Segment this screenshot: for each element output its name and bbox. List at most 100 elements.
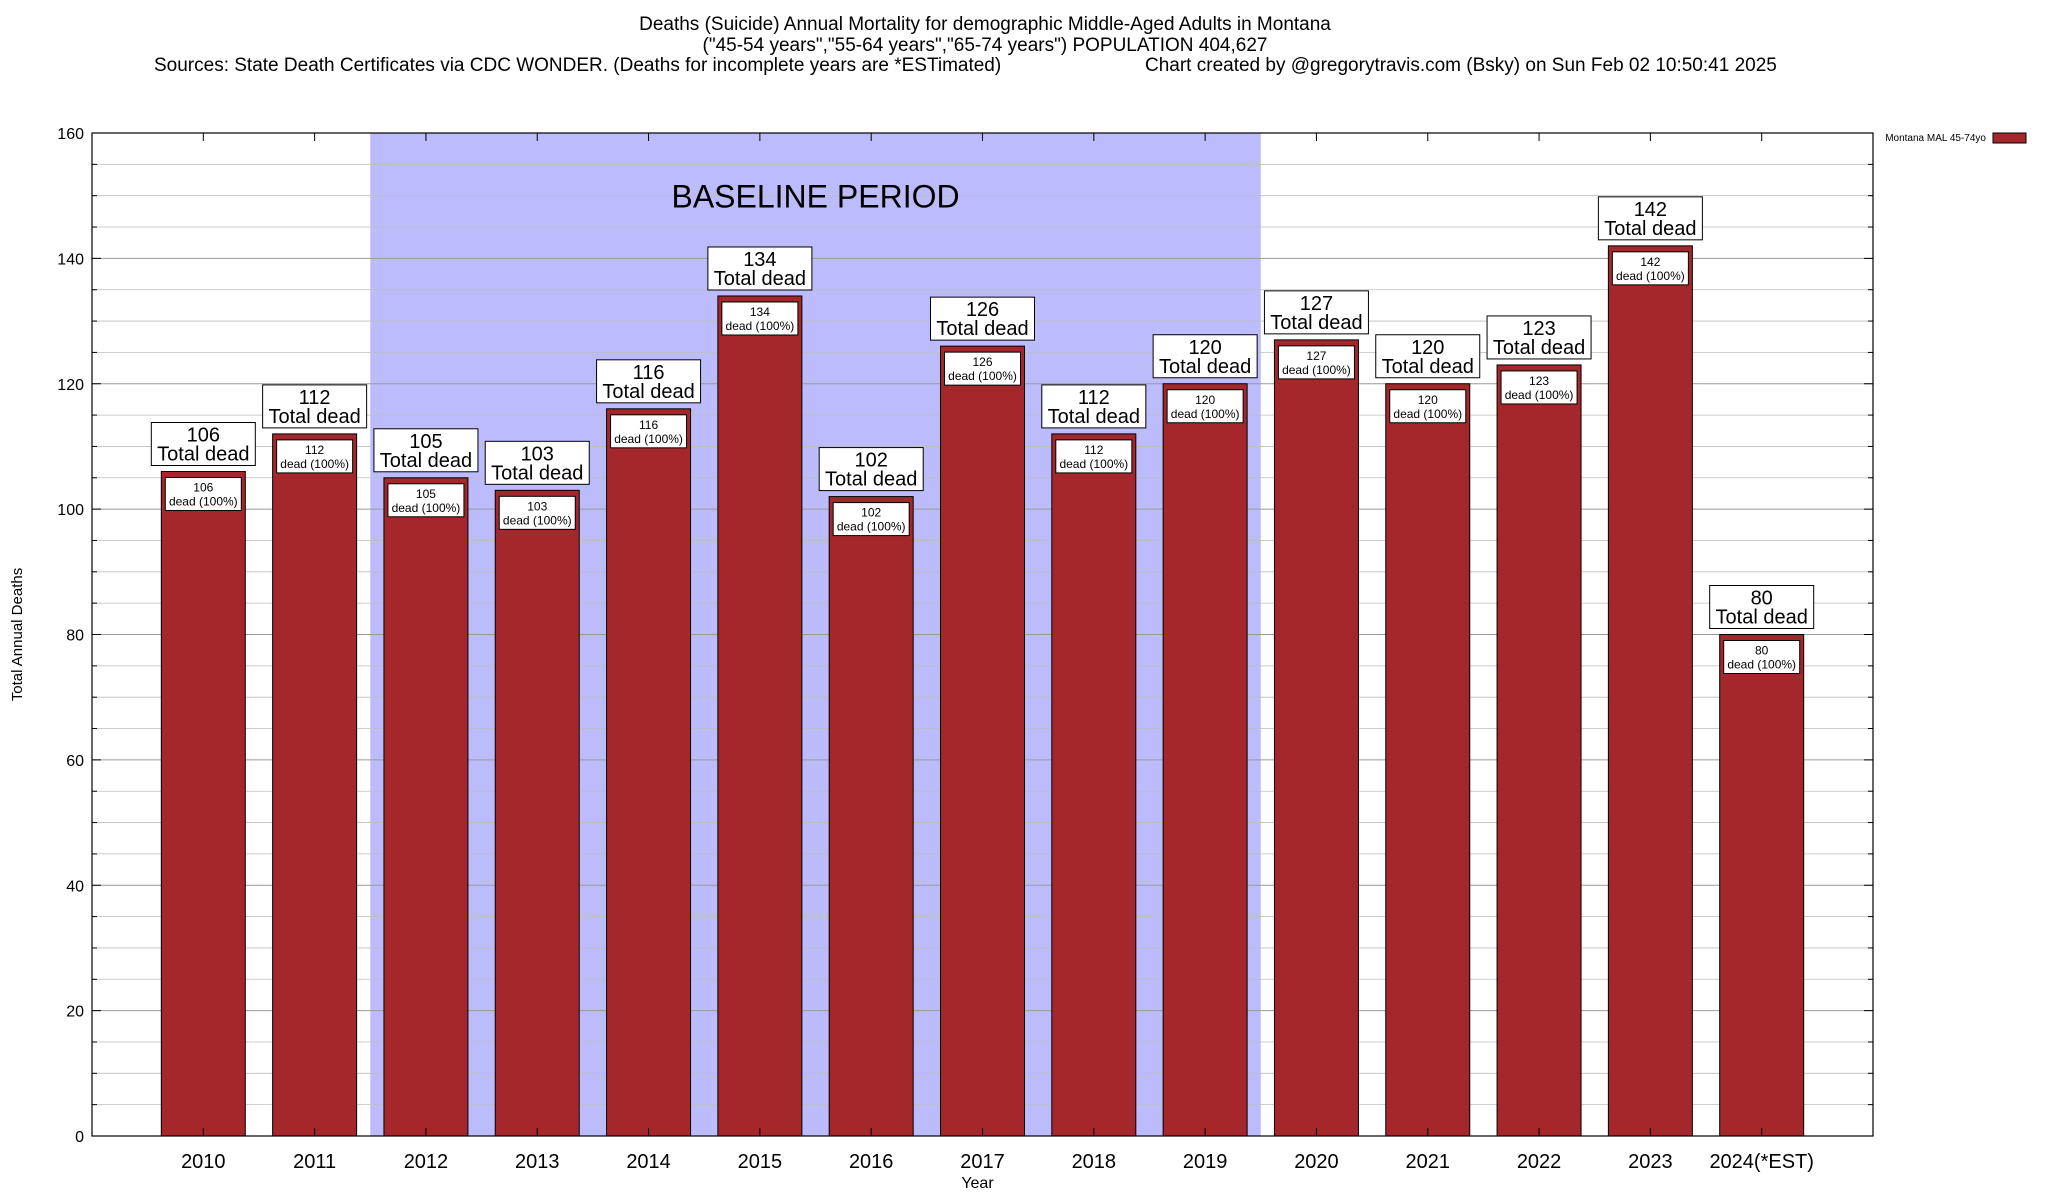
bar <box>1162 383 1248 1137</box>
chart-credit: Chart created by @gregorytravis.com (Bsk… <box>1145 55 1777 76</box>
bar-inner-percent-label: dead (100%) <box>948 369 1017 383</box>
bar-total-value-label: 134 <box>743 249 776 271</box>
x-tick-label: 2013 <box>515 1151 560 1173</box>
bar-inner-percent-label: dead (100%) <box>503 513 572 527</box>
chart-subtitle: ("45-54 years","55-64 years","65-74 year… <box>702 35 1268 56</box>
bar-total-value-label: 120 <box>1411 337 1444 359</box>
bar-total-label-box <box>930 296 1035 341</box>
bar-total-suffix-label: Total dead <box>825 469 917 491</box>
bar-inner-value-label: 127 <box>1306 349 1326 363</box>
bar-total-value-label: 120 <box>1188 337 1221 359</box>
bar-total-suffix-label: Total dead <box>1048 406 1140 428</box>
bar <box>717 295 803 1137</box>
bar <box>1051 433 1137 1137</box>
bar <box>383 477 469 1137</box>
x-tick-label: 2023 <box>1628 1151 1673 1173</box>
bar-inner-value-label: 80 <box>1755 644 1769 658</box>
bar-total-value-label: 103 <box>521 443 554 465</box>
bar <box>940 345 1025 1137</box>
bar-inner-value-label: 102 <box>861 506 881 520</box>
bar-total-suffix-label: Total dead <box>1604 218 1696 240</box>
bar-total-suffix-label: Total dead <box>380 450 472 472</box>
bar-inner-value-label: 112 <box>305 443 324 457</box>
bar-total-label-box <box>262 384 368 429</box>
bar <box>1607 245 1693 1137</box>
bar-inner-label-box <box>387 483 465 518</box>
plot-frame <box>91 132 1874 1137</box>
bar-inner-percent-label: dead (100%) <box>1171 407 1240 421</box>
bar-inner-value-label: 116 <box>639 418 658 432</box>
bar-total-suffix-label: Total dead <box>714 268 806 290</box>
bar-inner-percent-label: dead (100%) <box>614 432 683 446</box>
bar-total-label-box <box>1152 334 1258 379</box>
bar-total-suffix-label: Total dead <box>1493 337 1585 359</box>
bar-total-suffix-label: Total dead <box>1270 312 1362 334</box>
y-tick-label: 160 <box>57 126 84 143</box>
baseline-period-label: BASELINE PERIOD <box>671 179 959 215</box>
bar-inner-label-box <box>276 439 354 474</box>
bar-inner-value-label: 103 <box>527 499 547 513</box>
bar-inner-label-box <box>832 502 910 537</box>
bar-inner-label-box <box>721 301 799 336</box>
bar-inner-percent-label: dead (100%) <box>392 501 461 515</box>
x-tick-label: 2017 <box>960 1151 1005 1173</box>
bar-inner-percent-label: dead (100%) <box>169 495 238 509</box>
bar-inner-label-box <box>1723 640 1801 674</box>
bar-inner-percent-label: dead (100%) <box>1393 407 1462 421</box>
bar-inner-percent-label: dead (100%) <box>726 319 795 333</box>
bar-total-label-box <box>1597 196 1703 241</box>
bar-total-label-box <box>1375 334 1481 379</box>
bar-total-value-label: 102 <box>855 450 888 472</box>
bar-inner-value-label: 112 <box>1084 443 1103 457</box>
x-tick-label: 2010 <box>181 1151 226 1173</box>
chart-sources: Sources: State Death Certificates via CD… <box>154 55 1002 76</box>
bar-inner-label-box <box>1277 345 1355 380</box>
y-tick-label: 80 <box>66 628 84 645</box>
bar-total-suffix-label: Total dead <box>602 381 694 403</box>
x-tick-label: 2024(*EST) <box>1709 1151 1814 1173</box>
x-tick-label: 2020 <box>1294 1151 1339 1173</box>
y-tick-label: 100 <box>57 502 84 519</box>
bar-inner-label-box <box>1500 370 1578 405</box>
bar-inner-value-label: 105 <box>416 487 436 501</box>
bar-total-label-box <box>484 440 590 485</box>
x-tick-label: 2014 <box>626 1151 671 1173</box>
y-tick-label: 40 <box>66 878 84 895</box>
x-axis-label: Year <box>961 1175 994 1192</box>
bar-total-label-box <box>150 422 256 467</box>
chart-title: Deaths (Suicide) Annual Mortality for de… <box>639 14 1331 35</box>
y-tick-label: 120 <box>57 377 84 394</box>
bar <box>828 496 914 1137</box>
bar-total-suffix-label: Total dead <box>491 462 583 484</box>
bar-total-suffix-label: Total dead <box>936 318 1028 340</box>
bar <box>160 471 246 1137</box>
bar-inner-label-box <box>1166 389 1244 424</box>
bar-inner-percent-label: dead (100%) <box>837 520 906 534</box>
x-tick-label: 2021 <box>1406 1151 1451 1173</box>
bar-total-value-label: 142 <box>1634 199 1667 221</box>
y-tick-label: 0 <box>75 1129 84 1146</box>
bar-inner-value-label: 120 <box>1418 393 1438 407</box>
bar-total-suffix-label: Total dead <box>1716 607 1808 629</box>
bar <box>1273 339 1359 1137</box>
bar <box>606 408 692 1137</box>
bar-total-label-box <box>1263 290 1369 335</box>
bar-total-value-label: 112 <box>1078 387 1110 409</box>
bar-total-value-label: 126 <box>966 299 999 321</box>
bar-inner-label-box <box>1389 389 1467 424</box>
bar-total-label-box <box>1041 384 1147 429</box>
x-tick-label: 2018 <box>1072 1151 1117 1173</box>
bar <box>494 489 580 1137</box>
bar-total-label-box <box>373 428 479 473</box>
bar-total-label-box <box>707 246 813 291</box>
bar <box>1385 383 1471 1137</box>
legend-label: Montana MAL 45-74yo <box>1885 133 1986 144</box>
bar-total-label-box <box>818 447 924 492</box>
bar-total-value-label: 123 <box>1522 318 1555 340</box>
y-tick-label: 140 <box>57 251 84 268</box>
bar-inner-percent-label: dead (100%) <box>1282 363 1351 377</box>
y-axis-label: Total Annual Deaths <box>9 568 26 701</box>
x-tick-label: 2022 <box>1517 1151 1562 1173</box>
bar-inner-value-label: 126 <box>972 355 992 369</box>
